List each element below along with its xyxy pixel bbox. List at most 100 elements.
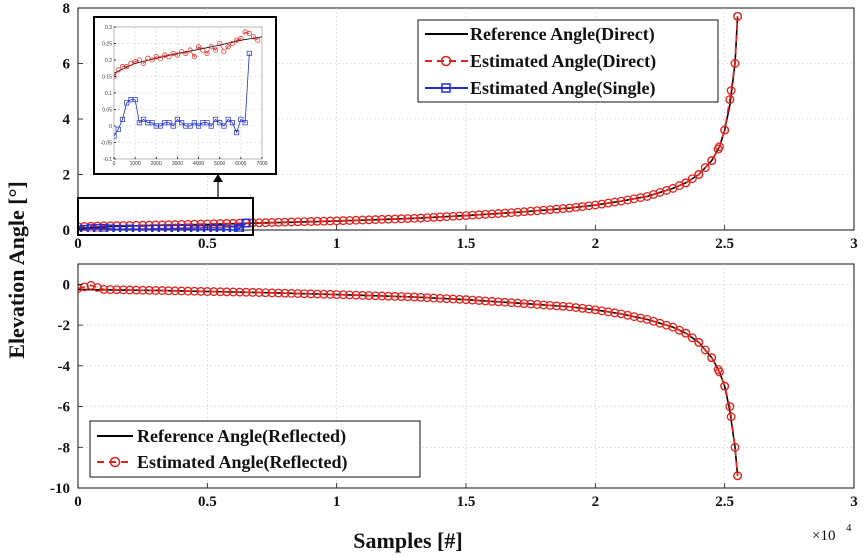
data-point (616, 196, 626, 206)
data-point (383, 214, 393, 224)
data-point (170, 286, 180, 296)
data-point (196, 224, 206, 232)
data-point (235, 218, 245, 228)
y-tick-label: -8 (58, 440, 71, 456)
legend-label-reference-reflected: Reference Angle(Reflected) (137, 426, 346, 447)
data-point (371, 215, 380, 225)
data-point (377, 291, 387, 301)
y-tick-label: 0.3 (105, 25, 112, 31)
data-point (429, 293, 439, 303)
data-point (128, 60, 134, 66)
x-tick-label: 0 (74, 494, 82, 510)
top-legend: Reference Angle(Direct) Estimated Angle(… (417, 19, 719, 103)
data-point (209, 219, 219, 229)
data-point (519, 207, 529, 217)
data-point (526, 206, 536, 216)
data-point (145, 55, 151, 61)
data-point (136, 120, 142, 126)
data-point (204, 50, 210, 56)
data-point (403, 292, 413, 302)
series-2 (78, 218, 251, 232)
data-point (558, 301, 568, 311)
data-point (131, 225, 141, 232)
data-point (170, 50, 176, 56)
data-point (506, 298, 516, 308)
data-point (222, 219, 232, 228)
data-point (115, 126, 121, 132)
data-point (286, 288, 296, 298)
data-point (312, 216, 322, 226)
data-point (715, 142, 724, 152)
data-point (733, 11, 743, 21)
data-point (733, 471, 743, 481)
data-point (241, 287, 251, 297)
data-point (246, 31, 252, 37)
data-point (78, 283, 83, 293)
data-point (286, 217, 296, 227)
data-point (166, 120, 172, 126)
inset-x-ticks: 0 1000 2000 3000 4000 5000 6000 7000 (113, 157, 268, 167)
data-point (208, 123, 214, 129)
x-tick-label: 2000 (151, 161, 162, 167)
data-point (552, 301, 561, 311)
data-point (306, 289, 316, 299)
data-point (280, 288, 290, 298)
data-point (153, 54, 159, 60)
data-point (487, 296, 497, 306)
data-point (371, 291, 380, 301)
data-point (250, 34, 257, 40)
top-y-ticks: 0 2 4 6 8 (63, 1, 83, 239)
data-point (461, 295, 471, 305)
data-point (174, 116, 180, 122)
bottom-series (78, 280, 743, 481)
data-point (293, 289, 303, 298)
data-point (513, 207, 523, 217)
data-point (468, 210, 477, 220)
y-tick-label: 4 (63, 112, 71, 128)
data-point (138, 225, 148, 232)
x-tick-label: 2.5 (715, 236, 734, 252)
data-point (545, 205, 555, 215)
data-point (141, 60, 147, 66)
data-point (234, 130, 240, 136)
data-point (293, 217, 303, 227)
data-point (565, 203, 574, 213)
data-point (248, 287, 258, 297)
data-point (730, 442, 740, 452)
data-point (715, 367, 724, 377)
data-point (222, 287, 232, 297)
data-point (157, 286, 167, 296)
data-point (351, 290, 361, 300)
data-point (151, 286, 161, 295)
data-point (364, 291, 374, 301)
data-point (151, 224, 161, 232)
data-point (217, 120, 223, 126)
data-point (571, 303, 581, 312)
data-point (416, 292, 426, 302)
data-point (157, 123, 164, 129)
data-point (539, 300, 549, 310)
data-point (274, 288, 283, 298)
data-point (255, 37, 261, 43)
series-1 (78, 280, 743, 481)
data-point (629, 194, 639, 204)
data-point (493, 297, 503, 307)
data-point (170, 220, 180, 230)
y-tick-label: 0.15 (102, 75, 112, 81)
data-point (487, 209, 497, 219)
legend-entry-estimated-reflected: Estimated Angle(Reflected) (97, 452, 347, 473)
x-multiplier-base: ×10 (812, 528, 835, 544)
x-tick-label: 1 (333, 236, 341, 252)
data-point (623, 195, 633, 205)
x-tick-label: 3000 (172, 161, 183, 167)
data-point (649, 316, 658, 326)
data-point (422, 213, 432, 223)
data-point (235, 287, 245, 297)
x-multiplier-exponent: 4 (846, 522, 852, 534)
data-point (149, 57, 155, 63)
data-point (177, 219, 186, 229)
x-tick-label: 0.5 (198, 236, 217, 252)
data-point (338, 216, 348, 226)
data-point (202, 287, 212, 296)
data-point (164, 224, 173, 232)
